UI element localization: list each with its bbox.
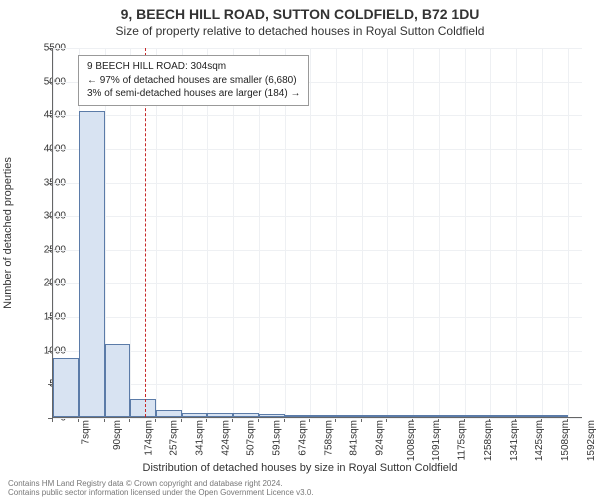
histogram-bar [465, 415, 491, 417]
histogram-bar [182, 413, 208, 417]
histogram-bar [259, 414, 285, 417]
annotation-box: 9 BEECH HILL ROAD: 304sqm ← 97% of detac… [78, 55, 309, 106]
gridline-h [53, 351, 582, 352]
gridline-v [465, 48, 466, 417]
x-tick-label: 1091sqm [432, 420, 443, 461]
x-tick-label: 1592sqm [586, 420, 597, 461]
chart-title-main: 9, BEECH HILL ROAD, SUTTON COLDFIELD, B7… [0, 6, 600, 22]
gridline-h [53, 418, 582, 419]
gridline-h [53, 283, 582, 284]
histogram-bar [285, 415, 311, 417]
annotation-line: 9 BEECH HILL ROAD: 304sqm [87, 60, 300, 74]
x-tick-label: 758sqm [323, 420, 334, 456]
annotation-line: 3% of semi-detached houses are larger (1… [87, 87, 300, 101]
x-tick-label: 1508sqm [560, 420, 571, 461]
histogram-bar [413, 415, 439, 417]
gridline-h [53, 250, 582, 251]
x-tick-label: 1425sqm [535, 420, 546, 461]
gridline-h [53, 216, 582, 217]
histogram-bar [79, 111, 105, 417]
x-tick-label: 841sqm [349, 420, 360, 456]
histogram-bar [105, 344, 131, 417]
histogram-bar [53, 358, 79, 417]
gridline-h [53, 317, 582, 318]
x-tick-label: 174sqm [143, 420, 154, 456]
histogram-bar [233, 413, 259, 417]
histogram-bar [130, 399, 156, 417]
x-axis-label: Distribution of detached houses by size … [0, 462, 600, 474]
chart-title-sub: Size of property relative to detached ho… [0, 24, 600, 38]
gridline-h [53, 48, 582, 49]
x-tick-label: 257sqm [169, 420, 180, 456]
x-tick-label: 424sqm [220, 420, 231, 456]
histogram-bar [336, 415, 362, 417]
x-tick-label: 924sqm [374, 420, 385, 456]
histogram-bar [542, 415, 568, 417]
gridline-h [53, 183, 582, 184]
annotation-line: ← 97% of detached houses are smaller (6,… [87, 74, 300, 88]
x-tick-label: 591sqm [272, 420, 283, 456]
footer-attribution: Contains HM Land Registry data © Crown c… [8, 479, 592, 498]
gridline-v [413, 48, 414, 417]
gridline-v [439, 48, 440, 417]
x-tick-label: 674sqm [297, 420, 308, 456]
histogram-bar [156, 410, 182, 417]
gridline-v [336, 48, 337, 417]
histogram-bar [207, 413, 233, 417]
gridline-h [53, 384, 582, 385]
footer-line: Contains public sector information licen… [8, 488, 592, 498]
x-tick-label: 507sqm [246, 420, 257, 456]
gridline-v [310, 48, 311, 417]
gridline-v [362, 48, 363, 417]
footer-line: Contains HM Land Registry data © Crown c… [8, 479, 592, 489]
chart-container: 9, BEECH HILL ROAD, SUTTON COLDFIELD, B7… [0, 0, 600, 500]
gridline-v [387, 48, 388, 417]
histogram-bar [310, 415, 336, 417]
histogram-bar [387, 415, 413, 417]
x-tick-label: 1341sqm [509, 420, 520, 461]
x-tick-label: 1175sqm [457, 420, 468, 460]
gridline-h [53, 115, 582, 116]
gridline-v [542, 48, 543, 417]
gridline-h [53, 149, 582, 150]
x-tick-label: 341sqm [195, 420, 206, 456]
x-tick-label: 1008sqm [406, 420, 417, 461]
gridline-v [490, 48, 491, 417]
gridline-v [516, 48, 517, 417]
histogram-bar [490, 415, 516, 417]
histogram-bar [439, 415, 465, 417]
x-tick-label: 7sqm [80, 420, 91, 444]
x-tick-label: 1258sqm [483, 420, 494, 461]
x-tick-label: 90sqm [112, 420, 123, 450]
gridline-v [568, 48, 569, 417]
histogram-bar [362, 415, 388, 417]
histogram-bar [516, 415, 542, 417]
